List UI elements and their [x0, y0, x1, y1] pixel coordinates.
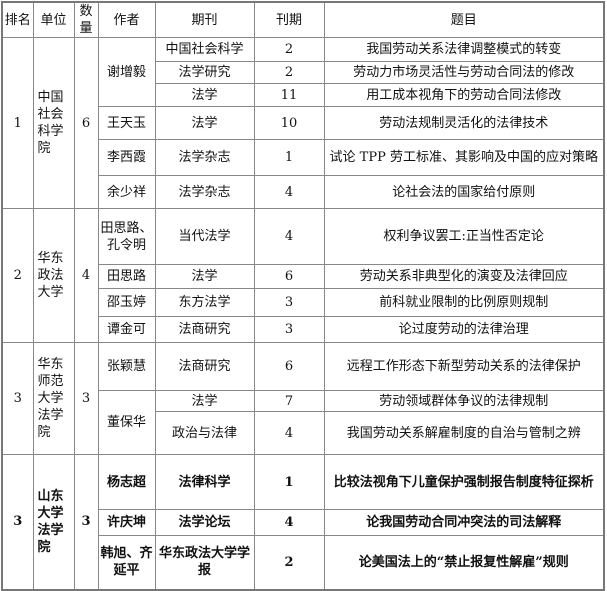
table-row: 1 中国社会科学院 6 谢增毅 中国社会科学 2 我国劳动关系法律调整模式的转变 [1, 37, 605, 209]
issue-cell: 6 [253, 342, 325, 391]
author-cell: 李西霞 [97, 139, 156, 176]
journal-cell: 法学论坛 [154, 509, 255, 536]
journal-cell: 当代法学 [154, 208, 255, 265]
title-cell: 用工成本视角下的劳动合同法修改 [323, 83, 605, 107]
title-cell: 前科就业限制的比例原则规制 [323, 288, 605, 317]
issue-cell: 2 [253, 37, 325, 62]
title-cell: 论美国法上的“禁止报复性解雇”规则 [323, 535, 605, 590]
journal-cell: 法商研究 [154, 342, 255, 391]
author-cell: 韩旭、齐延平 [97, 535, 156, 590]
header-rank: 排名 [1, 1, 34, 38]
issue-cell: 4 [253, 411, 325, 455]
journal-cell: 政治与法律 [154, 411, 255, 455]
table-row: 李西霞 法学杂志 1 试论 TPP 劳工标准、其影响及中国的应对策略 [2, 139, 605, 176]
header-unit: 单位 [32, 1, 75, 38]
header-issue: 刊期 [253, 1, 325, 38]
header-author: 作者 [97, 1, 156, 38]
title-cell: 劳动领域群体争议的法律规制 [323, 390, 605, 412]
issue-cell: 3 [253, 288, 325, 317]
title-cell: 劳动力市场灵活性与劳动合同法的修改 [323, 61, 605, 84]
issue-cell: 1 [253, 139, 325, 176]
author-cell: 谢增毅 [97, 37, 156, 107]
header-count: 数量 [73, 1, 99, 38]
title-cell: 论我国劳动合同冲突法的司法解释 [323, 509, 605, 536]
author-cell: 许庆坤 [97, 509, 156, 536]
table-row: 3 山东大学法学院 3 杨志超 法律科学 1 比较法视角下儿童保护强制报告制度特征探析 [1, 454, 605, 590]
count-cell: 6 [73, 37, 99, 209]
unit-cell: 华东师范大学法学院 [32, 342, 75, 455]
title-cell: 我国劳动关系解雇制度的自治与管制之辨 [323, 411, 605, 455]
journal-cell: 法学杂志 [154, 139, 255, 176]
table-row: 3 华东师范大学法学院 3 张颖慧 法商研究 6 远程工作形态下新型劳动关系的法律保护 [1, 342, 605, 455]
author-cell: 余少祥 [97, 175, 156, 209]
issue-cell: 2 [253, 61, 325, 84]
count-cell: 4 [73, 208, 99, 343]
rank-cell: 3 [1, 342, 34, 455]
rank-cell: 3 [1, 454, 34, 590]
table-body: 1 中国社会科学院 6 谢增毅 中国社会科学 2 我国劳动关系法律调整模式的转变 法学研究 2 劳… [1, 37, 605, 590]
issue-cell: 4 [253, 175, 325, 209]
title-cell: 我国劳动关系法律调整模式的转变 [323, 37, 605, 62]
title-cell: 劳动法规制灵活化的法律技术 [323, 106, 605, 140]
journal-cell: 法学 [154, 83, 255, 107]
issue-cell: 7 [253, 390, 325, 412]
journal-cell: 东方法学 [154, 288, 255, 317]
issue-cell: 11 [253, 83, 325, 107]
issue-cell: 6 [253, 264, 325, 289]
issue-cell: 10 [253, 106, 325, 140]
issue-cell: 4 [253, 509, 325, 536]
count-cell: 3 [73, 342, 99, 455]
issue-cell: 3 [253, 316, 325, 343]
author-cell: 谭金可 [97, 316, 156, 343]
unit-cell: 华东政法大学 [32, 208, 75, 343]
author-cell: 田思路 [97, 264, 156, 289]
unit-cell: 中国社会科学院 [32, 37, 75, 209]
author-cell: 田思路、孔令明 [97, 208, 156, 265]
table-row: 邵玉婷 东方法学 3 前科就业限制的比例原则规制 [2, 288, 605, 317]
issue-cell: 1 [253, 454, 325, 510]
table-row: 董保华 法学 7 劳动领域群体争议的法律规制 [2, 390, 605, 455]
rank-cell: 2 [1, 208, 34, 343]
title-cell: 论过度劳动的法律治理 [323, 316, 605, 343]
header-title: 题目 [323, 1, 605, 38]
journal-cell: 法学研究 [154, 61, 255, 84]
author-cell: 董保华 [97, 390, 156, 455]
journal-cell: 法学 [154, 264, 255, 289]
table-row: 许庆坤 法学论坛 4 论我国劳动合同冲突法的司法解释 [2, 509, 605, 536]
issue-cell: 4 [253, 208, 325, 265]
title-cell: 论社会法的国家给付原则 [323, 175, 605, 209]
journal-cell: 法律科学 [154, 454, 255, 510]
issue-cell: 2 [253, 535, 325, 590]
title-cell: 试论 TPP 劳工标准、其影响及中国的应对策略 [323, 139, 605, 176]
author-cell: 杨志超 [97, 454, 156, 510]
title-cell: 劳动关系非典型化的演变及法律回应 [323, 264, 605, 289]
author-cell: 王天玉 [97, 106, 156, 140]
title-cell: 权利争议罢工:正当性否定论 [323, 208, 605, 265]
journal-cell: 法学 [154, 390, 255, 412]
header-journal: 期刊 [154, 1, 255, 38]
journal-cell: 法学 [154, 106, 255, 140]
table-row: 法学研究 2 劳动力市场灵活性与劳动合同法的修改 [2, 61, 605, 84]
author-cell: 张颖慧 [97, 342, 156, 391]
table-row: 田思路 法学 6 劳动关系非典型化的演变及法律回应 [2, 264, 605, 289]
journal-cell: 中国社会科学 [154, 37, 255, 62]
journal-cell: 华东政法大学学报 [154, 535, 255, 590]
unit-cell: 山东大学法学院 [32, 454, 75, 590]
count-cell: 3 [73, 454, 99, 590]
header-row: 排名 单位 数量 作者 期刊 刊期 题目 [1, 1, 605, 38]
author-cell: 邵玉婷 [97, 288, 156, 317]
table-row: 谭金可 法商研究 3 论过度劳动的法律治理 [2, 316, 605, 343]
journal-cell: 法商研究 [154, 316, 255, 343]
title-cell: 比较法视角下儿童保护强制报告制度特征探析 [323, 454, 605, 510]
journal-cell: 法学杂志 [154, 175, 255, 209]
rank-cell: 1 [1, 37, 34, 209]
title-cell: 远程工作形态下新型劳动关系的法律保护 [323, 342, 605, 391]
table-row: 2 华东政法大学 4 田思路、孔令明 当代法学 4 权利争议罢工:正当性否定论 [1, 208, 605, 343]
